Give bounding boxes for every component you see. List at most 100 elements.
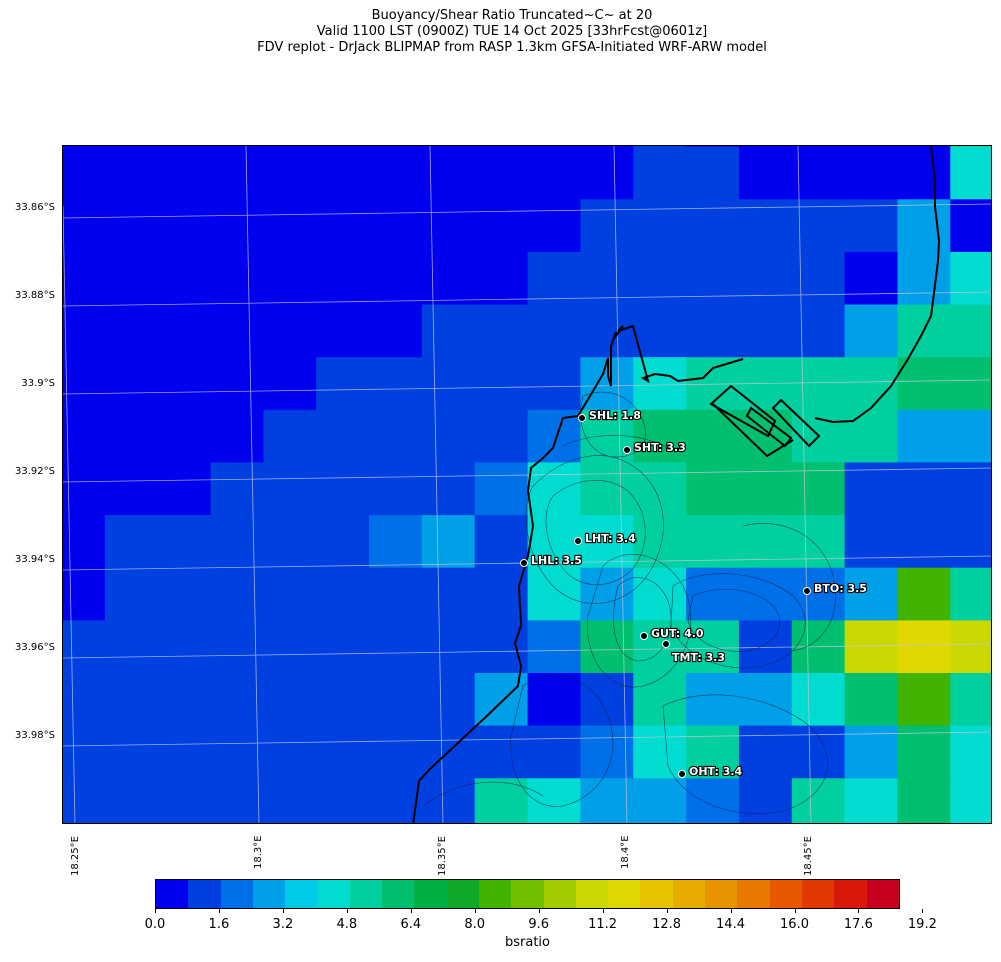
grid-cell (263, 146, 317, 148)
grid-cell (580, 673, 634, 727)
grid-cell (210, 357, 264, 411)
station-marker[interactable] (574, 537, 582, 545)
graticule (63, 146, 991, 823)
grid-cell (63, 304, 106, 358)
station-oht[interactable]: OHT: 3.4 (678, 764, 744, 779)
title-line-2: Valid 1100 LST (0900Z) TUE 14 Oct 2025 [… (316, 24, 708, 39)
station-marker[interactable] (623, 446, 631, 454)
grid-cell (950, 409, 991, 463)
station-tmt[interactable]: TMT: 3.3 (662, 640, 726, 665)
grid-cell (316, 462, 370, 516)
station-bto[interactable]: BTO: 3.5 (803, 581, 868, 596)
grid-cell (316, 620, 370, 674)
grid-cell (63, 146, 106, 148)
grid-cell (263, 620, 317, 674)
map-panel[interactable]: SHL: 1.8 SHT: 3.3 LHT: 3.4 LHL: 3.5 BTO: 3.5… (62, 145, 992, 824)
grid-cell (633, 673, 687, 727)
grid-cell (686, 620, 740, 674)
harbour-wall-4 (712, 403, 794, 458)
station-marker[interactable] (640, 632, 648, 640)
grid-cell (686, 304, 740, 358)
map-canvas[interactable]: SHL: 1.8 SHT: 3.3 LHT: 3.4 LHL: 3.5 BTO: 3.5… (63, 146, 992, 824)
grid-cell (316, 304, 370, 358)
grid-cell (210, 409, 264, 463)
station-lht[interactable]: LHT: 3.4 (574, 531, 637, 546)
graticule-lat-4 (63, 467, 991, 483)
graticule-lat-2 (63, 291, 991, 307)
station-label: SHT: 3.3 (634, 441, 686, 454)
contour-11 (562, 435, 674, 452)
grid-cell (738, 673, 793, 727)
station-marker[interactable] (520, 559, 528, 567)
grid-cell (686, 778, 740, 823)
harbour-wall-1 (709, 384, 777, 438)
grid-cell (844, 462, 898, 516)
colorbar-segment (220, 880, 253, 908)
lon-label-1: 18.25°E (70, 836, 81, 876)
grid-cell (474, 251, 529, 306)
grid-cell (633, 251, 687, 306)
grid-cell (738, 199, 793, 253)
grid-cell (633, 357, 687, 411)
colorbar-tick-label: 6.4 (400, 917, 422, 932)
grid-cell (738, 778, 793, 823)
station-gut[interactable]: GUT: 4.0 (640, 626, 705, 641)
grid-cell (738, 462, 793, 516)
station-sht[interactable]: SHT: 3.3 (623, 440, 687, 455)
grid-cell (580, 567, 634, 621)
colorbar-segment (608, 880, 641, 908)
station-marker[interactable] (803, 587, 811, 595)
grid-cell (63, 725, 106, 779)
grid-cell (580, 409, 634, 463)
grid-cell (157, 146, 212, 200)
station-lhl[interactable]: LHL: 3.5 (520, 553, 583, 568)
grid-cell (369, 567, 423, 621)
colorbar-segment (705, 880, 738, 908)
grid-cell (527, 199, 581, 253)
colorbar-tick-label: 8.0 (464, 917, 486, 932)
grid-cell (897, 251, 951, 306)
station-marker[interactable] (578, 414, 586, 422)
grid-cell (738, 146, 793, 148)
station-marker[interactable] (678, 770, 686, 778)
colorbar-tick-mark (282, 909, 284, 913)
colorbar-tick-label: 11.2 (588, 917, 618, 932)
grid-cell (686, 409, 740, 463)
grid-cell (104, 199, 159, 253)
grid-cell (369, 251, 423, 306)
grid-cell (63, 146, 106, 200)
grid-cell (421, 567, 476, 621)
grid-cell (527, 251, 581, 306)
colorbar-segment (156, 880, 189, 908)
grid-cell (580, 620, 634, 674)
grid-cell (897, 673, 951, 727)
lat-label-5: 33.94°S (15, 554, 55, 565)
grid-cell (580, 304, 634, 358)
grid-cell (791, 146, 846, 148)
grid-cell (263, 409, 317, 463)
grid-cell (527, 673, 581, 727)
grid-cell (633, 304, 687, 358)
grid-cell (686, 567, 740, 621)
grid-cell (738, 251, 793, 306)
grid-cell (157, 567, 212, 621)
grid-cell (897, 462, 951, 516)
grid-cell (950, 462, 991, 516)
grid-cell (104, 304, 159, 358)
colorbar-tick-label: 4.8 (336, 917, 358, 932)
contour-8 (510, 675, 614, 807)
colorbar-segment (252, 880, 286, 908)
contour-1 (525, 455, 664, 604)
title-line-1: Buoyancy/Shear Ratio Truncated~C~ at 20 (371, 8, 653, 23)
colorbar-segment (349, 880, 383, 908)
grid-cell (527, 409, 581, 463)
grid-cell (950, 251, 991, 306)
contour-3 (587, 554, 692, 688)
map-title: Buoyancy/Shear Ratio Truncated~C~ at 20 … (0, 8, 1001, 56)
station-shl[interactable]: SHL: 1.8 (578, 408, 642, 423)
colorbar-tick-mark (410, 909, 412, 913)
station-marker[interactable] (662, 640, 670, 648)
grid-cell (104, 357, 159, 411)
grid-cell (63, 199, 106, 253)
grid-cell (844, 357, 898, 411)
